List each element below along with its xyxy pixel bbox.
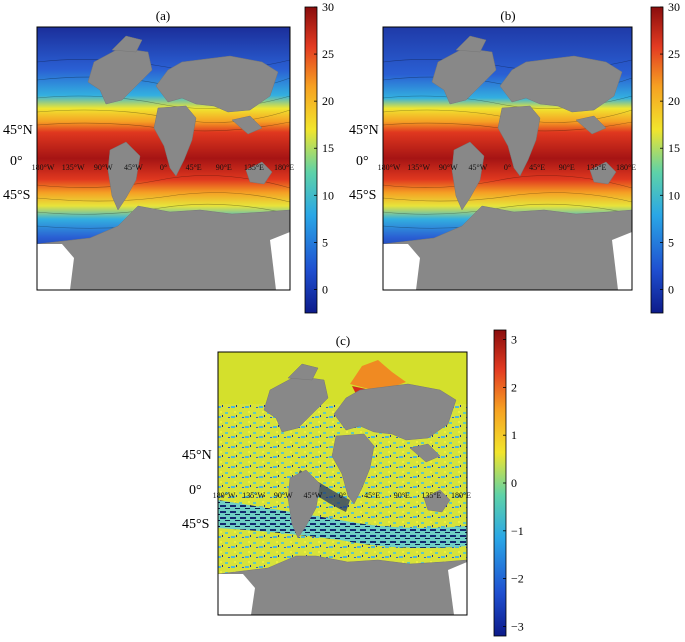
panel-c-arctic-anomaly [350,360,406,392]
colorbar-tick-label: 15 [668,141,680,155]
lon-tick-label: 45°W [469,163,488,172]
lon-tick-label: 135°E [586,163,606,172]
lon-tick-label: 45°E [529,163,545,172]
panel-a-lat-label: 45°S [3,188,30,203]
lon-tick-label: 90°W [274,491,293,500]
panel-b-lat-label: 0° [356,154,369,169]
panel-c-lat-label: 0° [189,483,202,498]
panel-c: (c) 45°N 0° 45°S 180°W 135°W 90°W 45°W 0° 45°… [182,329,524,637]
panel-c-land [217,363,468,616]
panel-a-title: (a) [156,8,170,23]
panel-a-lon-labels: 180°W 135°W 90°W 45°W 0° 45°E 90°E 135°E 180°E [32,163,295,172]
panel-c-title: (c) [336,333,350,348]
panel-b-colorbar [650,6,664,314]
colorbar-tick-label: 15 [322,141,334,155]
lon-tick-label: 180°E [451,491,471,500]
panel-b-nodata [383,244,420,290]
panel-b: (b) 45°N 0° 45°S 180°W 135°W 90°W 45°W 0° 45°… [349,0,680,314]
lon-tick-label: 90°W [94,163,113,172]
lon-tick-label: 135°W [407,163,430,172]
panel-b-lon-labels: 180°W 135°W 90°W 45°W 0° 45°E 90°E 135°E 180°E [378,163,637,172]
lon-tick-label: 0° [160,163,167,172]
colorbar-tick-label: −2 [511,572,524,586]
panel-b-lat-label: 45°N [349,123,379,138]
lon-tick-label: 90°E [216,163,232,172]
colorbar-tick-label: 10 [668,188,680,202]
colorbar-tick-label: −3 [511,619,524,633]
colorbar-tick-label: 0 [511,476,517,490]
panel-c-southern-band [218,500,467,548]
panel-c-nodata [218,574,255,615]
lon-tick-label: 45°E [186,163,202,172]
colorbar-tick-label: 1 [511,428,517,442]
lon-tick-label: 180°W [378,163,401,172]
colorbar-tick-label: 5 [668,235,674,249]
panel-a-lat-label: 45°N [3,123,33,138]
colorbar-tick-label: 25 [322,47,334,61]
lon-tick-label: 135°E [244,163,264,172]
panel-a: (a) 45°N 0° 45°S 180°W 135°W 90°W 45°W 0° 45°… [3,0,334,314]
panel-b-colorbar-ticks: 30 25 20 15 10 5 0 [660,0,680,296]
lon-tick-label: 45°E [364,491,380,500]
lon-tick-label: 135°E [421,491,441,500]
colorbar-tick-label: 20 [668,94,680,108]
colorbar-tick-label: −1 [511,524,524,538]
panel-c-colorbar-ticks: 3 2 1 0 −1 −2 −3 [503,333,524,633]
lon-tick-label: 180°E [274,163,294,172]
lon-tick-label: 90°E [394,491,410,500]
colorbar-tick-label: 0 [322,282,328,296]
panel-c-lon-labels: 180°W 135°W 90°W 45°W 0° 45°E 90°E 135°E 180°E [213,491,472,500]
colorbar-tick-label: 0 [668,282,674,296]
colorbar-tick-label: 10 [322,188,334,202]
lon-tick-label: 90°W [439,163,458,172]
lon-tick-label: 90°E [559,163,575,172]
lon-tick-label: 180°W [213,491,236,500]
panel-b-lat-label: 45°S [349,188,376,203]
lon-tick-label: 180°W [32,163,55,172]
lon-tick-label: 135°W [242,491,265,500]
lon-tick-label: 135°W [62,163,85,172]
panel-a-colorbar-ticks: 30 25 20 15 10 5 0 [314,0,334,296]
lon-tick-label: 45°W [124,163,143,172]
panel-a-land [36,35,291,291]
colorbar-tick-label: 30 [668,0,680,14]
colorbar-tick-label: 30 [322,0,334,14]
panel-b-land [382,35,633,291]
lon-tick-label: 0° [504,163,511,172]
colorbar-tick-label: 5 [322,235,328,249]
panel-c-lat-label: 45°N [182,448,212,463]
lon-tick-label: 0° [339,491,346,500]
colorbar-tick-label: 3 [511,333,517,347]
colorbar-tick-label: 20 [322,94,334,108]
colorbar-tick-label: 25 [668,47,680,61]
panel-c-lat-label: 45°S [182,517,209,532]
panel-a-colorbar [304,6,318,314]
panel-a-lat-label: 0° [10,154,23,169]
panel-b-title: (b) [500,8,515,23]
lon-tick-label: 45°W [304,491,323,500]
lon-tick-label: 180°E [616,163,636,172]
panel-a-nodata [37,244,74,290]
colorbar-tick-label: 2 [511,380,517,394]
